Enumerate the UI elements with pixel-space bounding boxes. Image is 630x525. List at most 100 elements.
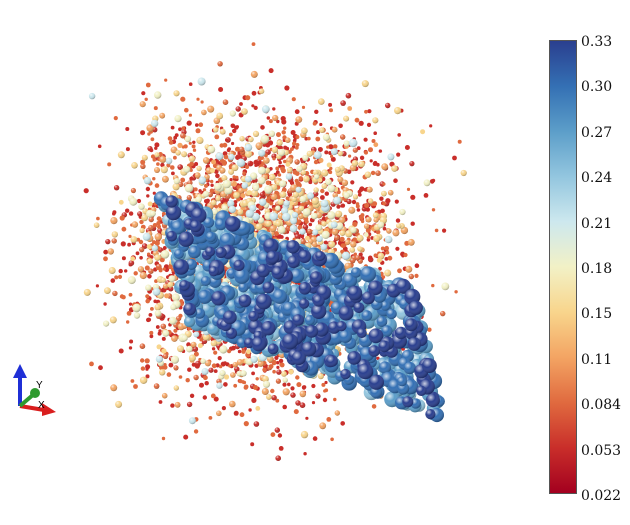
particle bbox=[298, 176, 303, 181]
particle bbox=[210, 393, 216, 399]
particle bbox=[395, 218, 401, 223]
particle bbox=[161, 348, 167, 354]
particle bbox=[258, 204, 263, 210]
particle-shading bbox=[291, 211, 299, 219]
particle bbox=[140, 130, 146, 136]
particle-shading bbox=[349, 247, 356, 253]
particle bbox=[265, 142, 271, 148]
particle-shading bbox=[154, 309, 162, 317]
particle-shading bbox=[137, 211, 143, 217]
particle bbox=[97, 144, 102, 149]
particle-shading bbox=[372, 117, 379, 124]
particle bbox=[179, 299, 184, 304]
particle-shading bbox=[110, 384, 118, 392]
particle-shading bbox=[285, 173, 293, 180]
particle bbox=[277, 433, 283, 438]
particle bbox=[218, 87, 224, 92]
particle-shading bbox=[195, 196, 202, 203]
particle bbox=[180, 96, 186, 102]
particle-shading bbox=[327, 211, 336, 220]
particle bbox=[358, 252, 363, 257]
particle-shading bbox=[115, 400, 123, 408]
particle bbox=[214, 169, 219, 174]
particle bbox=[159, 365, 165, 371]
particle bbox=[381, 275, 386, 279]
particle-shading bbox=[405, 265, 413, 273]
particle-shading bbox=[341, 251, 351, 260]
particle bbox=[194, 363, 200, 369]
particle bbox=[144, 358, 150, 364]
particle bbox=[394, 199, 399, 204]
particle-shading bbox=[334, 235, 340, 241]
particle bbox=[162, 246, 167, 250]
particle-shading bbox=[188, 417, 196, 425]
particle bbox=[357, 189, 362, 194]
particle bbox=[125, 147, 130, 152]
particle bbox=[382, 182, 386, 186]
particle bbox=[278, 446, 284, 451]
particle bbox=[292, 141, 297, 146]
particle bbox=[275, 166, 280, 171]
particle-shading bbox=[302, 224, 309, 230]
particle-shading bbox=[300, 238, 306, 245]
particle bbox=[276, 361, 280, 365]
particle-shading bbox=[295, 400, 301, 406]
particle-shading bbox=[311, 241, 318, 248]
particle-shading bbox=[250, 355, 258, 363]
particle-shading bbox=[366, 186, 373, 193]
particle bbox=[254, 163, 258, 167]
particle bbox=[227, 349, 232, 354]
particle bbox=[118, 199, 124, 205]
particle bbox=[314, 109, 319, 115]
particle bbox=[112, 210, 117, 215]
particle bbox=[189, 393, 195, 398]
particle-shading bbox=[302, 154, 309, 162]
particle-shading bbox=[440, 310, 446, 317]
particle-shading bbox=[260, 134, 270, 144]
particle-shading bbox=[271, 395, 277, 401]
particle bbox=[161, 211, 166, 216]
particle bbox=[380, 246, 385, 251]
particle bbox=[242, 380, 247, 385]
particle-shading bbox=[170, 304, 177, 311]
particle-shading bbox=[138, 203, 145, 210]
particle-shading bbox=[105, 239, 111, 245]
particle bbox=[140, 366, 146, 371]
particle bbox=[357, 192, 362, 197]
3d-viewport[interactable] bbox=[0, 0, 540, 525]
particle bbox=[154, 142, 160, 148]
particle bbox=[221, 406, 226, 411]
particle-shading bbox=[248, 136, 254, 143]
particle bbox=[158, 400, 163, 404]
particle bbox=[322, 397, 328, 403]
particle-shading bbox=[168, 316, 177, 325]
particle-shading bbox=[343, 115, 350, 122]
particle-shading bbox=[238, 187, 244, 194]
particle-shading bbox=[441, 282, 450, 291]
particle-shading bbox=[460, 169, 467, 177]
particle bbox=[195, 128, 201, 134]
particle bbox=[323, 389, 327, 393]
particle-shading bbox=[210, 340, 218, 347]
particle-shading bbox=[263, 157, 270, 164]
particle-shading bbox=[160, 277, 166, 283]
particle bbox=[265, 180, 271, 186]
particle-shading bbox=[312, 229, 319, 236]
particle-shading bbox=[239, 136, 245, 142]
particle-shading bbox=[325, 178, 332, 186]
particle bbox=[83, 188, 89, 194]
particle bbox=[312, 436, 318, 441]
particle bbox=[120, 241, 126, 247]
particle-shading bbox=[160, 166, 168, 174]
particle bbox=[347, 106, 353, 111]
particle bbox=[328, 144, 334, 150]
particle bbox=[126, 311, 132, 316]
particle-shading bbox=[111, 238, 117, 244]
particle bbox=[154, 279, 158, 283]
particle bbox=[280, 168, 286, 174]
particle bbox=[146, 317, 151, 323]
particle-shading bbox=[338, 216, 346, 224]
particle bbox=[242, 171, 246, 175]
particle bbox=[326, 162, 332, 168]
particle bbox=[356, 208, 361, 212]
